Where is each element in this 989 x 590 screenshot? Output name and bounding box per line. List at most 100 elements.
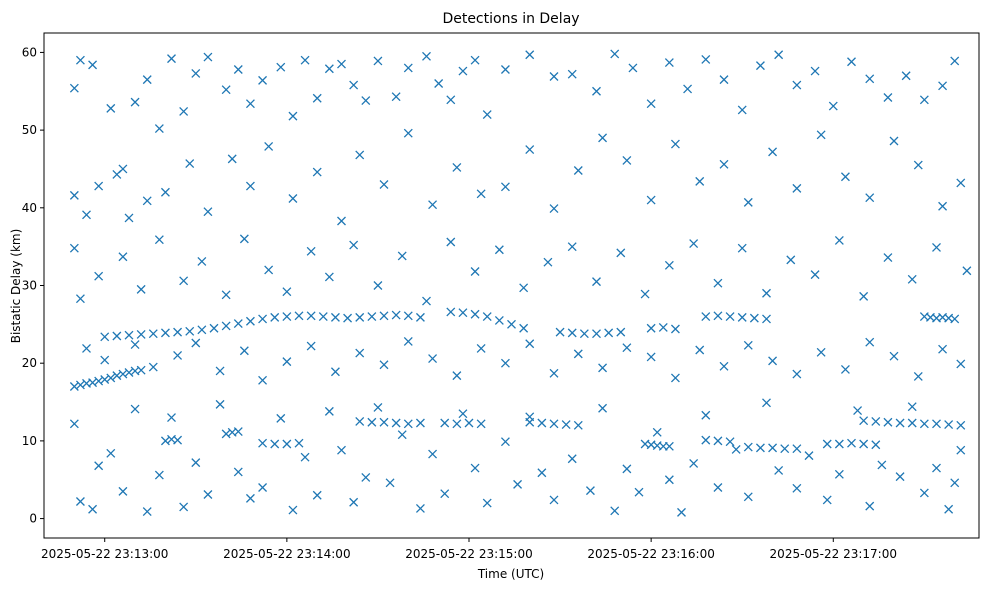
data-point — [385, 478, 395, 488]
data-point — [391, 418, 401, 428]
data-point — [173, 435, 183, 445]
data-point — [391, 310, 401, 320]
data-point — [622, 464, 632, 474]
data-point — [840, 172, 850, 182]
data-point — [209, 323, 219, 333]
data-point — [415, 504, 425, 513]
data-point — [312, 167, 322, 177]
data-point — [300, 452, 310, 462]
data-point — [834, 439, 844, 449]
data-point — [75, 497, 85, 506]
data-point — [476, 343, 486, 353]
data-point — [367, 312, 377, 322]
data-point — [258, 75, 268, 85]
data-point — [173, 350, 183, 360]
data-point — [415, 418, 425, 428]
data-point — [470, 267, 480, 276]
data-point — [713, 278, 723, 288]
data-point — [500, 65, 510, 74]
data-point — [397, 430, 407, 440]
data-point — [452, 419, 462, 429]
data-point — [264, 141, 274, 151]
data-point — [749, 313, 759, 323]
data-point — [507, 319, 516, 329]
data-point — [907, 402, 917, 412]
data-point — [136, 365, 146, 375]
data-point — [695, 176, 705, 186]
data-point — [288, 111, 298, 121]
data-point — [877, 460, 887, 470]
data-point — [69, 243, 79, 253]
data-point — [683, 84, 693, 94]
data-point — [282, 287, 292, 297]
data-point — [913, 371, 923, 381]
data-point — [786, 255, 796, 265]
data-point — [598, 403, 608, 413]
data-point — [847, 57, 856, 67]
data-point — [245, 99, 255, 109]
data-point — [179, 107, 189, 116]
data-point — [919, 488, 929, 498]
data-point — [288, 505, 298, 515]
data-point — [628, 63, 638, 73]
data-point — [525, 412, 535, 422]
data-point — [276, 413, 286, 423]
data-point — [428, 449, 438, 459]
data-point — [664, 58, 674, 67]
data-point — [294, 311, 304, 321]
data-point — [75, 55, 85, 65]
data-point — [69, 190, 79, 200]
data-point — [300, 55, 310, 65]
data-point — [258, 483, 268, 492]
data-point — [221, 321, 231, 331]
data-point — [938, 201, 948, 211]
data-point — [567, 69, 577, 79]
x-tick-label: 2025-05-22 23:13:00 — [41, 547, 168, 561]
data-point — [179, 276, 189, 286]
data-point — [871, 440, 881, 450]
data-point — [725, 437, 735, 447]
data-point — [932, 419, 941, 429]
data-point — [859, 416, 869, 426]
data-point — [500, 437, 510, 447]
data-point — [142, 75, 152, 85]
data-point — [318, 312, 328, 322]
data-point — [330, 367, 340, 377]
data-point — [622, 343, 632, 353]
data-point — [94, 461, 104, 471]
chart-title: Detections in Delay — [442, 11, 579, 27]
data-point — [573, 349, 583, 359]
data-point — [160, 187, 170, 197]
data-point — [397, 251, 407, 261]
data-point — [956, 359, 966, 369]
data-point — [604, 328, 614, 338]
data-point — [525, 50, 535, 60]
data-point — [652, 427, 662, 437]
data-point — [840, 364, 850, 374]
data-point — [865, 74, 875, 84]
data-point — [470, 309, 480, 319]
data-point — [932, 463, 941, 473]
data-point — [106, 373, 116, 383]
data-point — [737, 105, 747, 115]
data-point — [428, 354, 438, 363]
data-point — [355, 348, 365, 358]
data-point — [245, 181, 255, 191]
data-point — [203, 207, 213, 217]
data-point — [725, 312, 735, 322]
y-tick-label: 50 — [22, 123, 37, 137]
data-point — [847, 438, 856, 448]
data-point — [494, 316, 504, 325]
data-point — [343, 313, 353, 323]
data-point — [889, 136, 899, 146]
data-point — [245, 316, 255, 326]
data-point — [179, 502, 189, 512]
data-point — [494, 245, 504, 255]
data-point — [233, 467, 243, 477]
data-point — [646, 195, 656, 205]
data-point — [458, 409, 468, 419]
data-point — [324, 272, 334, 282]
data-point — [525, 145, 535, 154]
data-point — [361, 472, 371, 482]
data-point — [573, 166, 583, 175]
